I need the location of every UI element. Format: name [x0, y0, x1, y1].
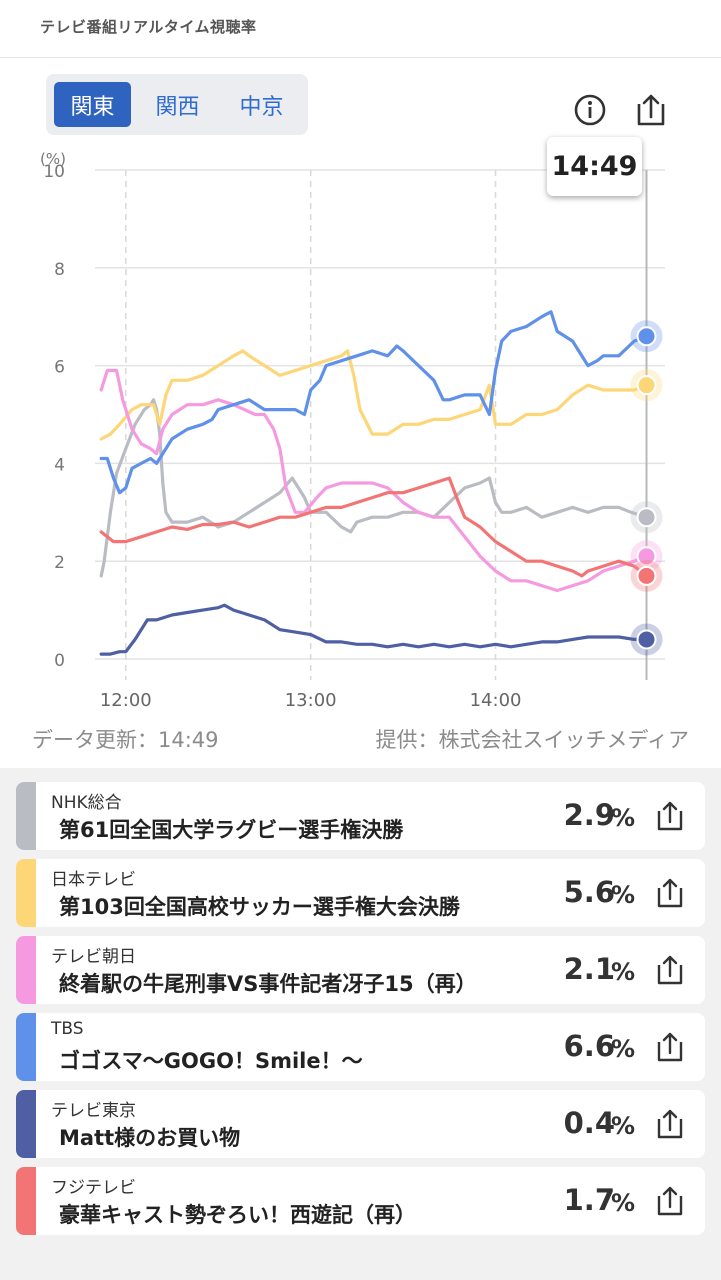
series-marker: [636, 546, 657, 567]
x-tick-label: 14:00: [470, 690, 522, 711]
x-tick-label: 12:00: [100, 690, 152, 711]
rating-value: 0.4: [563, 1106, 615, 1140]
series-marker: [636, 326, 657, 347]
rating-chart[interactable]: 0 2 4 6 8 10(%) 12:00 13:00 14:00: [0, 140, 721, 720]
program-card-ntv[interactable]: 日本テレビ 第103回全国高校サッカー選手権大会決勝 5.6 %: [16, 859, 705, 927]
channel-color-bar: [16, 1090, 36, 1158]
program-title: 終着駅の牛尾刑事VS事件記者冴子15（再）: [59, 972, 477, 996]
y-tick-label: 2: [54, 553, 65, 573]
share-icon[interactable]: [631, 90, 671, 130]
rating-value: 2.9: [563, 798, 615, 832]
rating-unit: %: [610, 804, 635, 832]
share-icon[interactable]: [653, 799, 687, 833]
program-card-nhk[interactable]: NHK総合 第61回全国大学ラグビー選手権決勝 2.9 %: [16, 782, 705, 850]
y-tick-label: 10: [43, 162, 65, 182]
series-marker: [636, 507, 657, 528]
program-card-tvasahi[interactable]: テレビ朝日 終着駅の牛尾刑事VS事件記者冴子15（再） 2.1 %: [16, 936, 705, 1004]
series-line: [99, 398, 649, 578]
channel-name: TBS: [51, 1019, 84, 1039]
region-tabs: 関東 関西 中京: [46, 74, 308, 135]
y-tick-label: 0: [54, 651, 65, 671]
data-footer: データ更新：14:49 提供：株式会社スイッチメディア: [0, 724, 721, 752]
share-icon[interactable]: [653, 953, 687, 987]
channel-name: テレビ東京: [51, 1101, 136, 1121]
rating-value: 5.6: [563, 875, 615, 909]
rating-value: 2.1: [563, 952, 615, 986]
app-title: テレビ番組リアルタイム視聴率: [40, 18, 257, 36]
y-tick-label: 6: [54, 358, 65, 378]
cursor-time-tooltip: 14:49: [547, 137, 642, 196]
rating-unit: %: [610, 958, 635, 986]
channel-name: 日本テレビ: [51, 870, 136, 890]
rating-unit: %: [610, 881, 635, 909]
program-title: 第103回全国高校サッカー選手権大会決勝: [59, 895, 460, 919]
rating-unit: %: [610, 1189, 635, 1217]
y-axis-label: (%): [40, 150, 66, 168]
program-card-fujitv[interactable]: フジテレビ 豪華キャスト勢ぞろい！西遊記（再） 1.7 %: [16, 1167, 705, 1235]
channel-color-bar: [16, 1013, 36, 1081]
channel-color-bar: [16, 1167, 36, 1235]
program-title: Matt様のお買い物: [59, 1126, 241, 1150]
channel-color-bar: [16, 782, 36, 850]
x-tick-label: 13:00: [285, 690, 337, 711]
tab-chukyo[interactable]: 中京: [239, 94, 284, 120]
share-icon[interactable]: [653, 876, 687, 910]
series-line: [99, 368, 649, 593]
program-title: ゴゴスマ〜GOGO！Smile！〜: [59, 1049, 363, 1073]
info-icon[interactable]: [570, 90, 610, 130]
channel-name: NHK総合: [51, 793, 122, 813]
tab-kanto[interactable]: 関東: [54, 82, 131, 127]
program-card-tvtokyo[interactable]: テレビ東京 Matt様のお買い物 0.4 %: [16, 1090, 705, 1158]
series-line: [99, 310, 649, 495]
updated-time: データ更新：14:49: [32, 728, 219, 752]
program-title: 第61回全国大学ラグビー選手権決勝: [59, 818, 404, 842]
share-icon[interactable]: [653, 1184, 687, 1218]
rating-unit: %: [610, 1112, 635, 1140]
rating-value: 6.6: [563, 1029, 615, 1063]
channel-color-bar: [16, 936, 36, 1004]
series-line: [99, 349, 649, 441]
rating-value: 1.7: [563, 1183, 615, 1217]
app-header: テレビ番組リアルタイム視聴率: [0, 0, 721, 58]
channel-color-bar: [16, 859, 36, 927]
series-marker: [636, 565, 657, 586]
series-marker: [636, 375, 657, 396]
rating-unit: %: [610, 1035, 635, 1063]
series-marker: [636, 629, 657, 650]
program-list: NHK総合 第61回全国大学ラグビー選手権決勝 2.9 % 日本テレビ 第103…: [0, 768, 721, 1280]
channel-name: フジテレビ: [51, 1178, 136, 1198]
channel-name: テレビ朝日: [51, 947, 136, 967]
series-line: [99, 603, 649, 656]
share-icon[interactable]: [653, 1030, 687, 1064]
y-tick-label: 4: [54, 455, 65, 475]
tab-kansai[interactable]: 関西: [155, 94, 200, 120]
data-provider: 提供：株式会社スイッチメディア: [375, 728, 689, 752]
program-title: 豪華キャスト勢ぞろい！西遊記（再）: [59, 1203, 416, 1227]
program-card-tbs[interactable]: TBS ゴゴスマ〜GOGO！Smile！〜 6.6 %: [16, 1013, 705, 1081]
share-icon[interactable]: [653, 1107, 687, 1141]
y-tick-label: 8: [54, 260, 65, 280]
series-line: [99, 476, 649, 578]
